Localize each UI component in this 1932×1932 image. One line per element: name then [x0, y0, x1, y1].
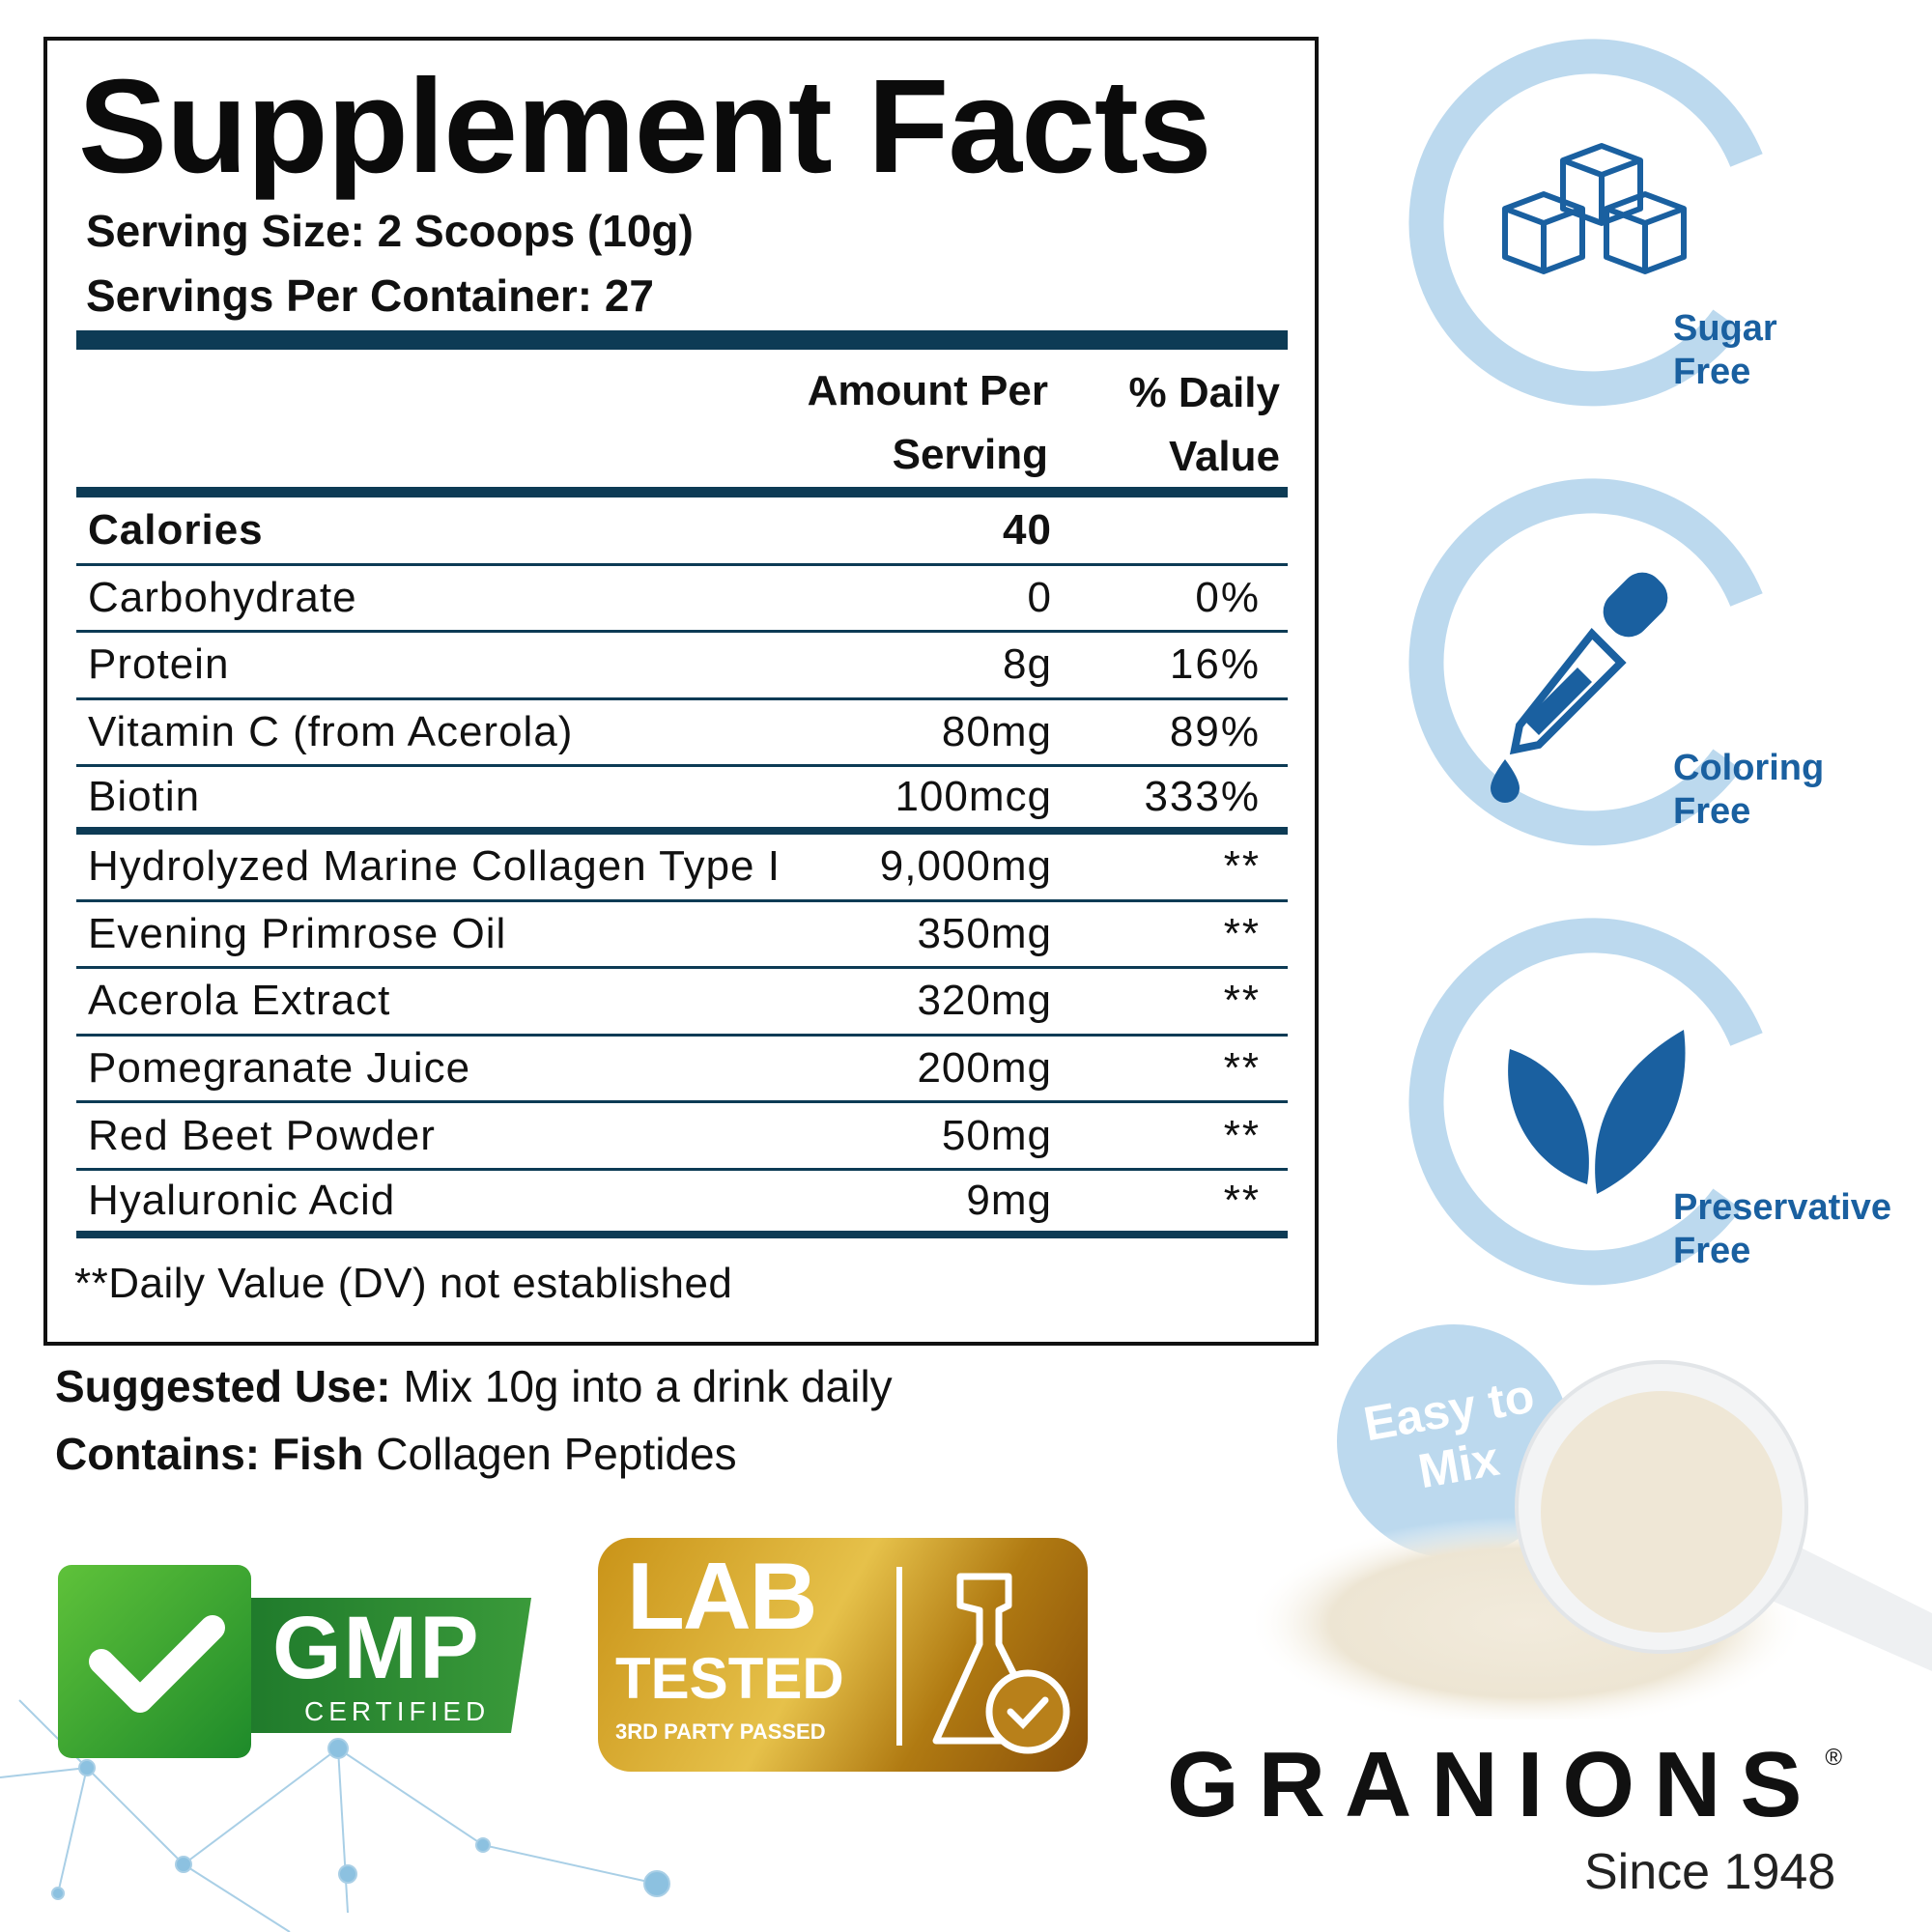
panel-title: Supplement Facts [78, 52, 1212, 201]
header-divider [76, 487, 1288, 497]
lab-tested-badge: LAB TESTED 3RD PARTY PASSED [598, 1538, 1088, 1772]
amount-header: Amount Per Serving [808, 359, 1048, 487]
nutrient-row: Biotin 100mcg 333% [76, 767, 1288, 835]
gmp-ribbon [242, 1598, 531, 1733]
feature-label-line2: Free [1673, 352, 1751, 392]
nutrient-row: Evening Primrose Oil 350mg ** [76, 902, 1288, 970]
nutrient-daily-value: 16% [1169, 640, 1261, 689]
nutrient-amount: 80mg [941, 708, 1052, 756]
nutrient-daily-value: 333% [1144, 773, 1261, 821]
feature-label-line2: Free [1673, 791, 1751, 832]
nutrient-name: Evening Primrose Oil [88, 909, 507, 957]
nutrient-name: Hydrolyzed Marine Collagen Type I [88, 842, 781, 891]
nutrient-row: Protein 8g 16% [76, 633, 1288, 700]
nutrient-row: Hyaluronic Acid 9mg ** [76, 1171, 1288, 1238]
checkmark-icon [89, 1615, 225, 1713]
nutrient-amount: 50mg [941, 1111, 1052, 1159]
feature-ring [1408, 918, 1763, 1286]
nutrient-amount: 350mg [917, 909, 1052, 957]
gmp-certified-badge: GMP CERTIFIED [58, 1565, 541, 1758]
registered-mark: ® [1825, 1745, 1843, 1771]
easy-mix-circle [1337, 1324, 1571, 1558]
nutrient-daily-value: 0% [1195, 573, 1261, 621]
nutrient-amount: 100mcg [895, 773, 1052, 821]
gmp-title: GMP [272, 1599, 481, 1697]
nutrient-name: Red Beet Powder [88, 1111, 436, 1159]
feature-label-line1: Sugar [1673, 308, 1777, 349]
contains-label: Contains: Fish [55, 1429, 364, 1479]
nutrient-daily-value: ** [1223, 909, 1261, 957]
feature-label: Preservative Free [1673, 1186, 1891, 1273]
nutrient-name: Acerola Extract [88, 977, 391, 1025]
dropper-icon [1491, 572, 1668, 803]
nutrient-daily-value: ** [1223, 1111, 1261, 1159]
contains: Contains: Fish Collagen Peptides [55, 1428, 737, 1480]
nutrient-name: Hyaluronic Acid [88, 1176, 396, 1224]
nutrient-name: Protein [88, 640, 230, 689]
nutrient-name: Carbohydrate [88, 573, 357, 621]
footnote: **Daily Value (DV) not established [74, 1260, 733, 1307]
brand-logo-group: GRANIONS ® [1167, 1739, 1842, 1832]
suggested-use-text: Mix 10g into a drink daily [390, 1361, 893, 1411]
badge-divider [896, 1567, 902, 1746]
feature-label: Sugar Free [1673, 307, 1777, 394]
suggested-use: Suggested Use: Mix 10g into a drink dail… [55, 1360, 893, 1412]
gmp-check-box [58, 1565, 251, 1758]
flask-check-icon [932, 1573, 1070, 1754]
nutrient-daily-value: ** [1223, 1044, 1261, 1093]
nutrient-name: Pomegranate Juice [88, 1044, 471, 1093]
nutrient-amount: 8g [1003, 640, 1052, 689]
lab-line1: LAB [627, 1543, 817, 1649]
serving-size: Serving Size: 2 Scoops (10g) [86, 206, 694, 256]
supplement-facts-panel: Supplement Facts Serving Size: 2 Scoops … [43, 37, 1319, 1346]
nutrient-amount: 200mg [917, 1044, 1052, 1093]
brand-tagline: Since 1948 [1584, 1844, 1836, 1900]
nutrient-row: Carbohydrate 0 0% [76, 566, 1288, 634]
amount-header-line1: Amount Per [807, 367, 1048, 414]
dv-header-line2: Value [1169, 433, 1280, 480]
feature-badge [1408, 918, 1763, 1286]
nutrient-amount: 9,000mg [879, 842, 1052, 891]
nutrient-name: Calories [88, 506, 264, 554]
feature-ring [1408, 39, 1763, 407]
nutrient-daily-value: ** [1223, 977, 1261, 1025]
nutrient-amount: 40 [1003, 506, 1052, 554]
brand-logo: GRANIONS [1167, 1733, 1822, 1836]
dv-header-line1: % Daily [1128, 369, 1280, 416]
lab-line2: TESTED [615, 1646, 844, 1711]
network-decoration [0, 1699, 670, 1932]
feature-label-line1: Coloring [1673, 748, 1825, 788]
feature-ring [1408, 478, 1763, 846]
daily-value-header: % Daily Value [1128, 361, 1280, 489]
nutrient-name: Vitamin C (from Acerola) [88, 708, 574, 756]
nutrient-row: Calories 40 [76, 498, 1288, 566]
feature-label: Coloring Free [1673, 747, 1824, 834]
lab-line3: 3RD PARTY PASSED [615, 1719, 826, 1744]
nutrient-row: Vitamin C (from Acerola) 80mg 89% [76, 700, 1288, 768]
amount-header-line2: Serving [892, 431, 1048, 478]
gmp-subtitle: CERTIFIED [304, 1696, 491, 1726]
thick-divider [76, 330, 1288, 350]
contains-text: Collagen Peptides [363, 1429, 737, 1479]
feature-label-line2: Free [1673, 1231, 1751, 1271]
leaves-icon [1508, 1030, 1686, 1194]
nutrient-daily-value: 89% [1169, 708, 1261, 756]
feature-badge [1408, 39, 1763, 407]
powder-scoop-image [1256, 1324, 1932, 1719]
nutrient-daily-value: ** [1223, 842, 1261, 891]
nutrient-row: Acerola Extract 320mg ** [76, 969, 1288, 1037]
feature-badge [1408, 478, 1763, 846]
nutrient-amount: 320mg [917, 977, 1052, 1025]
nutrient-row: Hydrolyzed Marine Collagen Type I 9,000mg… [76, 835, 1288, 902]
nutrient-row: Pomegranate Juice 200mg ** [76, 1037, 1288, 1104]
nutrient-row: Red Beet Powder 50mg ** [76, 1103, 1288, 1171]
feature-label-line1: Preservative [1673, 1187, 1892, 1228]
nutrient-amount: 0 [1027, 573, 1052, 621]
nutrient-amount: 9mg [966, 1176, 1052, 1224]
sugar-cubes-icon [1502, 143, 1687, 274]
nutrient-name: Biotin [88, 773, 201, 821]
servings-per-container: Servings Per Container: 27 [86, 270, 654, 321]
suggested-use-label: Suggested Use: [55, 1361, 391, 1411]
nutrient-daily-value: ** [1223, 1176, 1261, 1224]
